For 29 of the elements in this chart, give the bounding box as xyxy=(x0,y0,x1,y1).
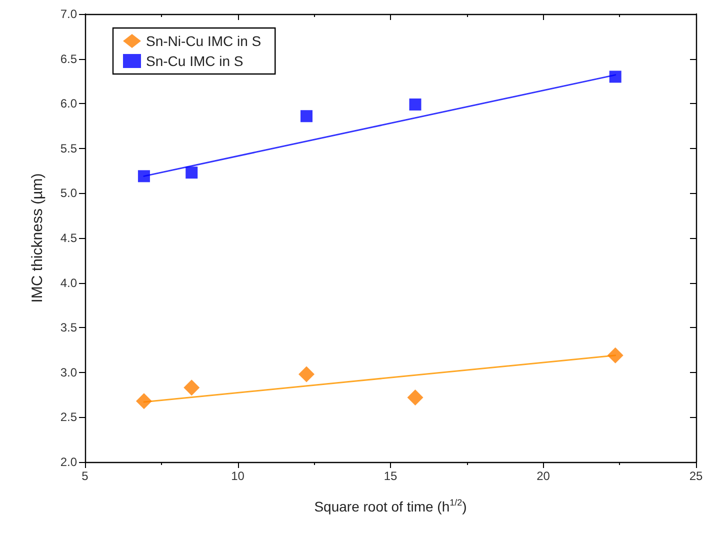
y-tick-label: 6.5 xyxy=(60,52,78,66)
y-tick-label: 3.0 xyxy=(60,365,78,380)
x-tick-label: 20 xyxy=(536,469,550,483)
legend-label: Sn-Ni-Cu IMC in S xyxy=(146,33,262,49)
x-tick-label: 15 xyxy=(384,469,398,483)
point xyxy=(300,110,312,122)
y-tick-label: 5.5 xyxy=(60,141,78,156)
point xyxy=(136,393,152,410)
y-tick-label: 4.0 xyxy=(60,276,78,290)
point xyxy=(138,170,150,182)
y-tick-label: 6.0 xyxy=(60,96,78,111)
x-tick-label: 5 xyxy=(82,469,89,483)
y-tick-label: 5.0 xyxy=(60,186,78,200)
legend-label: Sn-Cu IMC in S xyxy=(146,53,244,69)
y-tick-label: 2.0 xyxy=(60,455,78,469)
x-tick-label: 25 xyxy=(689,469,703,483)
y-tick-label: 4.5 xyxy=(60,231,78,245)
x-tick-label: 10 xyxy=(231,469,245,483)
point xyxy=(407,389,424,406)
point xyxy=(609,70,622,83)
y-tick-label: 2.5 xyxy=(60,410,78,424)
point xyxy=(298,366,314,382)
point xyxy=(607,347,624,364)
point xyxy=(409,98,422,110)
point xyxy=(186,166,198,179)
y-tick-label: 7.0 xyxy=(60,7,78,21)
y-axis-title: IMC thickness (µm) xyxy=(29,173,46,303)
y-tick-label: 3.5 xyxy=(60,320,78,335)
point xyxy=(184,380,200,396)
